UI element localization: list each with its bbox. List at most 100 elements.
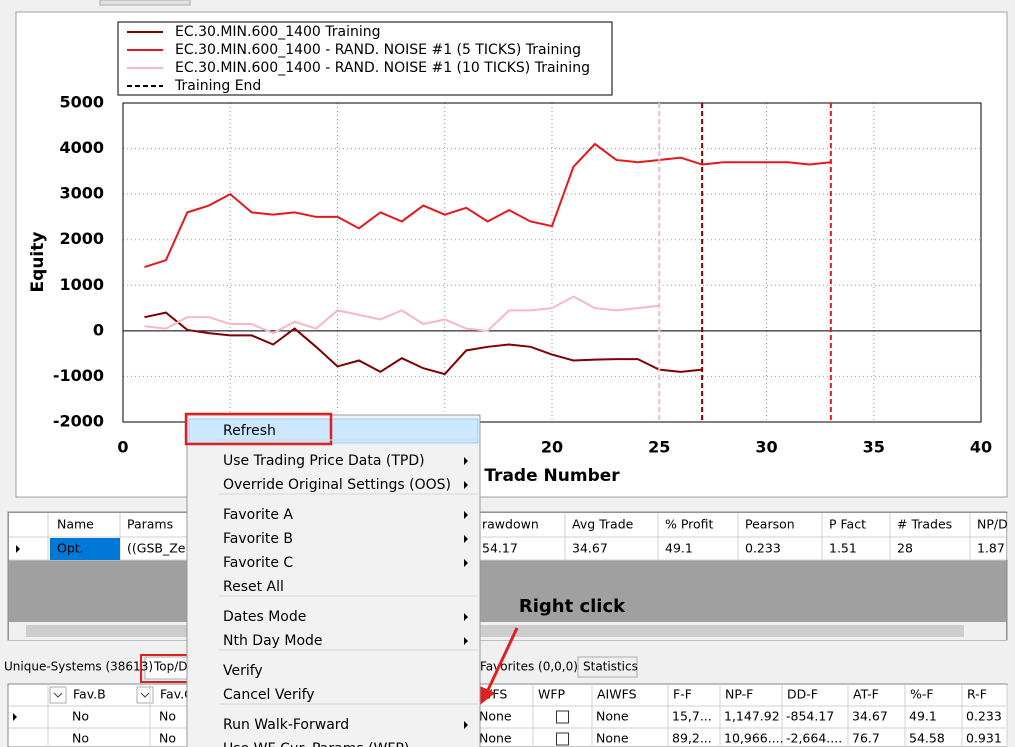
tab-label[interactable]: Statistics [583,660,638,674]
menu-layer: Refresh Use Trading Price Data (TPD) Overr… [184,412,481,747]
menu-item[interactable]: Reset All [223,579,284,595]
grid-cell[interactable]: None [596,731,629,746]
top-button[interactable] [99,0,191,6]
grid-cell[interactable]: None [479,709,512,724]
grid-cell[interactable]: 34.67 [572,541,608,556]
menu-item[interactable]: Favorite C [223,555,293,571]
annotation-arrowhead [480,686,495,705]
grid-cell[interactable]: -854.17 [786,709,834,724]
grid-cell[interactable]: 1,147.92 [724,709,780,724]
grid-cell[interactable]: No [159,709,176,724]
column-header: NP-F [725,687,753,702]
grid-cell[interactable]: 28 [897,541,913,556]
series-line [144,311,703,376]
filter-button[interactable] [136,686,154,704]
column-header: %-F [910,687,934,702]
menu-item: Cancel Verify [223,687,315,703]
grid-cell[interactable]: 34.67 [852,709,888,724]
grid-cell[interactable]: 54.58 [909,731,945,746]
grid-cell[interactable]: Opt. [57,541,84,556]
grid-cell[interactable]: No [72,731,89,746]
y-tick-label: 2000 [59,229,104,248]
column-header: NP/D [977,517,1008,532]
column-header: AT-F [853,687,879,702]
grid-cell[interactable]: 49.1 [665,541,693,556]
checkbox[interactable] [556,732,569,746]
grid-cell[interactable]: 76.7 [852,731,880,746]
bottom-grid [7,683,1008,747]
menu-item[interactable]: Verify [223,663,263,679]
legend-label: EC.30.MIN.600_1400 Training [175,24,381,40]
grid-cell[interactable]: No [72,709,89,724]
submenu-arrow [464,721,468,729]
column-header: % Profit [665,517,714,532]
legend-box [117,21,613,96]
checkbox[interactable] [556,710,569,724]
menu-item[interactable]: Refresh [223,423,276,439]
column-header: WFP [538,687,566,702]
menu-item[interactable]: Run Walk-Forward [223,717,349,733]
column-header: Avg Trade [572,517,634,532]
grid-cell[interactable]: 49.1 [909,709,937,724]
annotation-arrow [486,627,519,691]
annotation: Right click [519,596,626,617]
y-axis-label: Equity [28,232,48,293]
menu-item[interactable]: Favorite A [223,507,293,523]
row-indicator [16,545,20,553]
column-header: rawdown [482,517,539,532]
grid-cell[interactable]: None [596,709,629,724]
menu-item[interactable]: Favorite B [223,531,293,547]
grid-cell[interactable]: 1.87 [977,541,1005,556]
menu-item[interactable]: Nth Day Mode [223,633,323,649]
column-header: F-F [673,687,692,702]
submenu-arrow [464,613,468,621]
row-indicator [13,713,17,721]
series-line [144,142,831,269]
grid-cell[interactable]: 0.233 [966,709,1002,724]
column-header: Fav.C [160,687,193,702]
column-header: Name [57,517,94,532]
tab-label[interactable]: Unique-Systems (38613) [4,660,153,674]
menu-item[interactable]: Dates Mode [223,609,306,625]
grid-cell[interactable]: None [479,731,512,746]
x-tick-label: 35 [863,438,885,457]
y-tick-label: 5000 [59,93,104,112]
chevron [140,692,150,698]
grid-cell[interactable]: 0.931 [966,731,1002,746]
grid-cell[interactable]: ((GSB_Zer [127,541,191,556]
legend-label: Training End [174,78,261,94]
y-tick-label: 0 [93,320,104,339]
submenu-arrow [464,535,468,543]
column-header: Pearson [745,517,795,532]
submenu-arrow [464,637,468,645]
menu-highlight [188,418,479,444]
x-tick-label: 30 [755,438,777,457]
menu-item[interactable]: Use WF Cur. Params (WFP) [223,741,409,747]
plot-area [122,102,982,423]
grid-cell[interactable]: 89,2... [672,731,712,746]
y-tick-label: 4000 [59,138,104,157]
y-tick-label: 3000 [59,184,104,203]
grid-cell[interactable]: 1.51 [829,541,857,556]
column-header: Fav.B [73,687,106,702]
grid-cell[interactable]: No [159,731,176,746]
column-header: Params [127,517,173,532]
column-header: R-F [967,687,987,702]
submenu-arrow [464,457,468,465]
grid-cell[interactable]: 15,7... [672,709,712,724]
grid-cell[interactable]: 0.233 [745,541,781,556]
submenu-arrow [464,511,468,519]
scroll-thumb[interactable] [26,625,964,637]
grid-cell[interactable]: 54.17 [482,541,518,556]
tab-label[interactable]: Top/D [153,660,188,674]
filter-button[interactable] [49,686,67,704]
grid-cell[interactable]: 10,966.... [724,731,784,746]
grid-cell[interactable]: -2,664.... [786,731,842,746]
tab-label[interactable]: Favorites (0,0,0) [480,660,578,674]
menu-item[interactable]: Override Original Settings (OOS) [223,477,451,493]
selected-cell [50,538,120,560]
tab [577,656,638,678]
menu-item[interactable]: Use Trading Price Data (TPD) [223,453,425,469]
column-header: AIWFS [597,687,637,702]
